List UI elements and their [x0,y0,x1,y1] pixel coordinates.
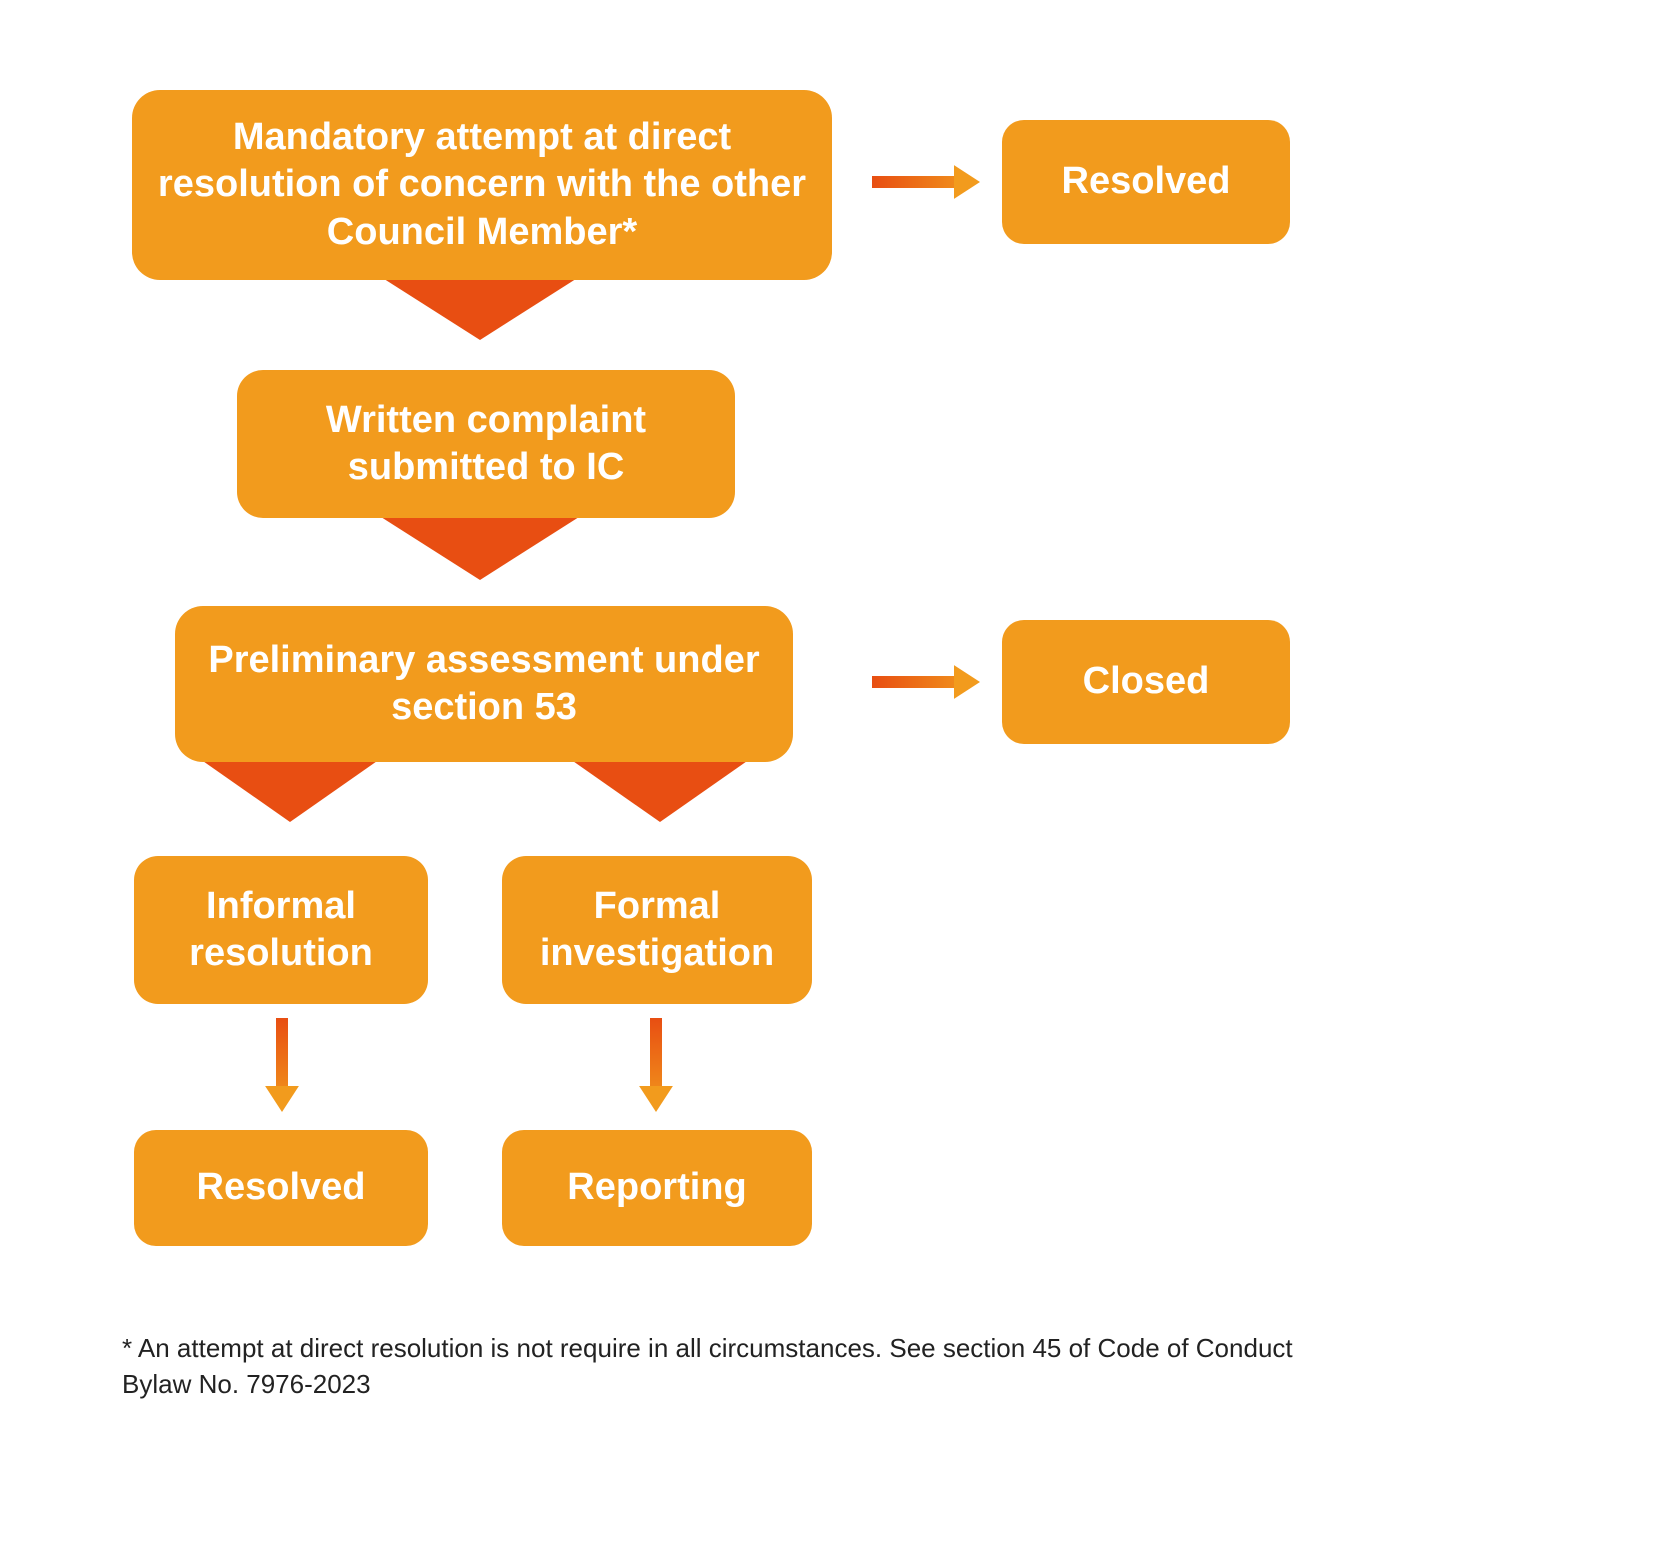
flow-node-closed: Closed [1002,620,1290,744]
arrow-connector [842,152,1010,212]
footnote-text: * An attempt at direct resolution is not… [122,1330,1302,1403]
flow-node-informal-resolution: Informal resolution [134,856,428,1004]
flow-node-formal-investigation: Formal investigation [502,856,812,1004]
flow-node-preliminary-assessment: Preliminary assessment under section 53 [175,606,793,762]
arrow-connector [842,652,1010,712]
flow-node-mandatory-attempt: Mandatory attempt at direct resolution o… [132,90,832,280]
chevron-down-icon [370,270,590,360]
chevron-down-icon [560,752,760,842]
arrow-connector [252,988,312,1142]
flow-node-written-complaint: Written complaint submitted to IC [237,370,735,518]
chevron-down-icon [190,752,390,842]
flow-node-reporting: Reporting [502,1130,812,1246]
flow-node-resolved-bottom: Resolved [134,1130,428,1246]
arrow-connector [626,988,686,1142]
flow-node-resolved-top: Resolved [1002,120,1290,244]
chevron-down-icon [370,510,590,600]
